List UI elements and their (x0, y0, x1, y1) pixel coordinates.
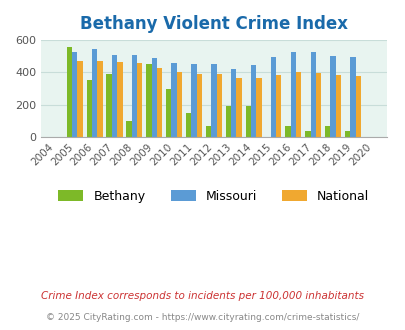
Bar (72, 52, 77, 137)
Bar (275, 75, 281, 137)
Bar (191, 64, 196, 137)
Title: Bethany Violent Crime Index: Bethany Violent Crime Index (80, 15, 347, 33)
Bar (97, 61, 102, 137)
Bar (290, 52, 295, 137)
Bar (151, 58, 157, 137)
Bar (92, 49, 97, 137)
Bar (350, 57, 355, 137)
Bar (66, 48, 72, 137)
Bar (216, 75, 222, 137)
Bar (166, 88, 171, 137)
Bar (230, 69, 236, 137)
Bar (285, 126, 290, 137)
Legend: Bethany, Missouri, National: Bethany, Missouri, National (52, 184, 375, 209)
Bar (335, 76, 340, 137)
Bar (355, 76, 360, 137)
Bar (131, 55, 137, 137)
Bar (236, 78, 241, 137)
Bar (77, 61, 83, 137)
Bar (205, 126, 211, 137)
Bar (111, 55, 117, 137)
Bar (305, 131, 310, 137)
Bar (211, 63, 216, 137)
Bar (86, 80, 92, 137)
Bar (137, 63, 142, 137)
Bar (315, 73, 320, 137)
Text: © 2025 CityRating.com - https://www.cityrating.com/crime-statistics/: © 2025 CityRating.com - https://www.city… (46, 313, 359, 322)
Text: Crime Index corresponds to incidents per 100,000 inhabitants: Crime Index corresponds to incidents per… (41, 291, 364, 301)
Bar (106, 74, 111, 137)
Bar (270, 56, 275, 137)
Bar (324, 126, 330, 137)
Bar (126, 121, 131, 137)
Bar (117, 62, 122, 137)
Bar (245, 106, 250, 137)
Bar (310, 52, 315, 137)
Bar (171, 63, 176, 137)
Bar (256, 78, 261, 137)
Bar (196, 74, 202, 137)
Bar (330, 56, 335, 137)
Bar (185, 113, 191, 137)
Bar (146, 63, 151, 137)
Bar (176, 72, 182, 137)
Bar (250, 65, 256, 137)
Bar (157, 68, 162, 137)
Bar (225, 106, 230, 137)
Bar (344, 131, 350, 137)
Bar (295, 72, 301, 137)
